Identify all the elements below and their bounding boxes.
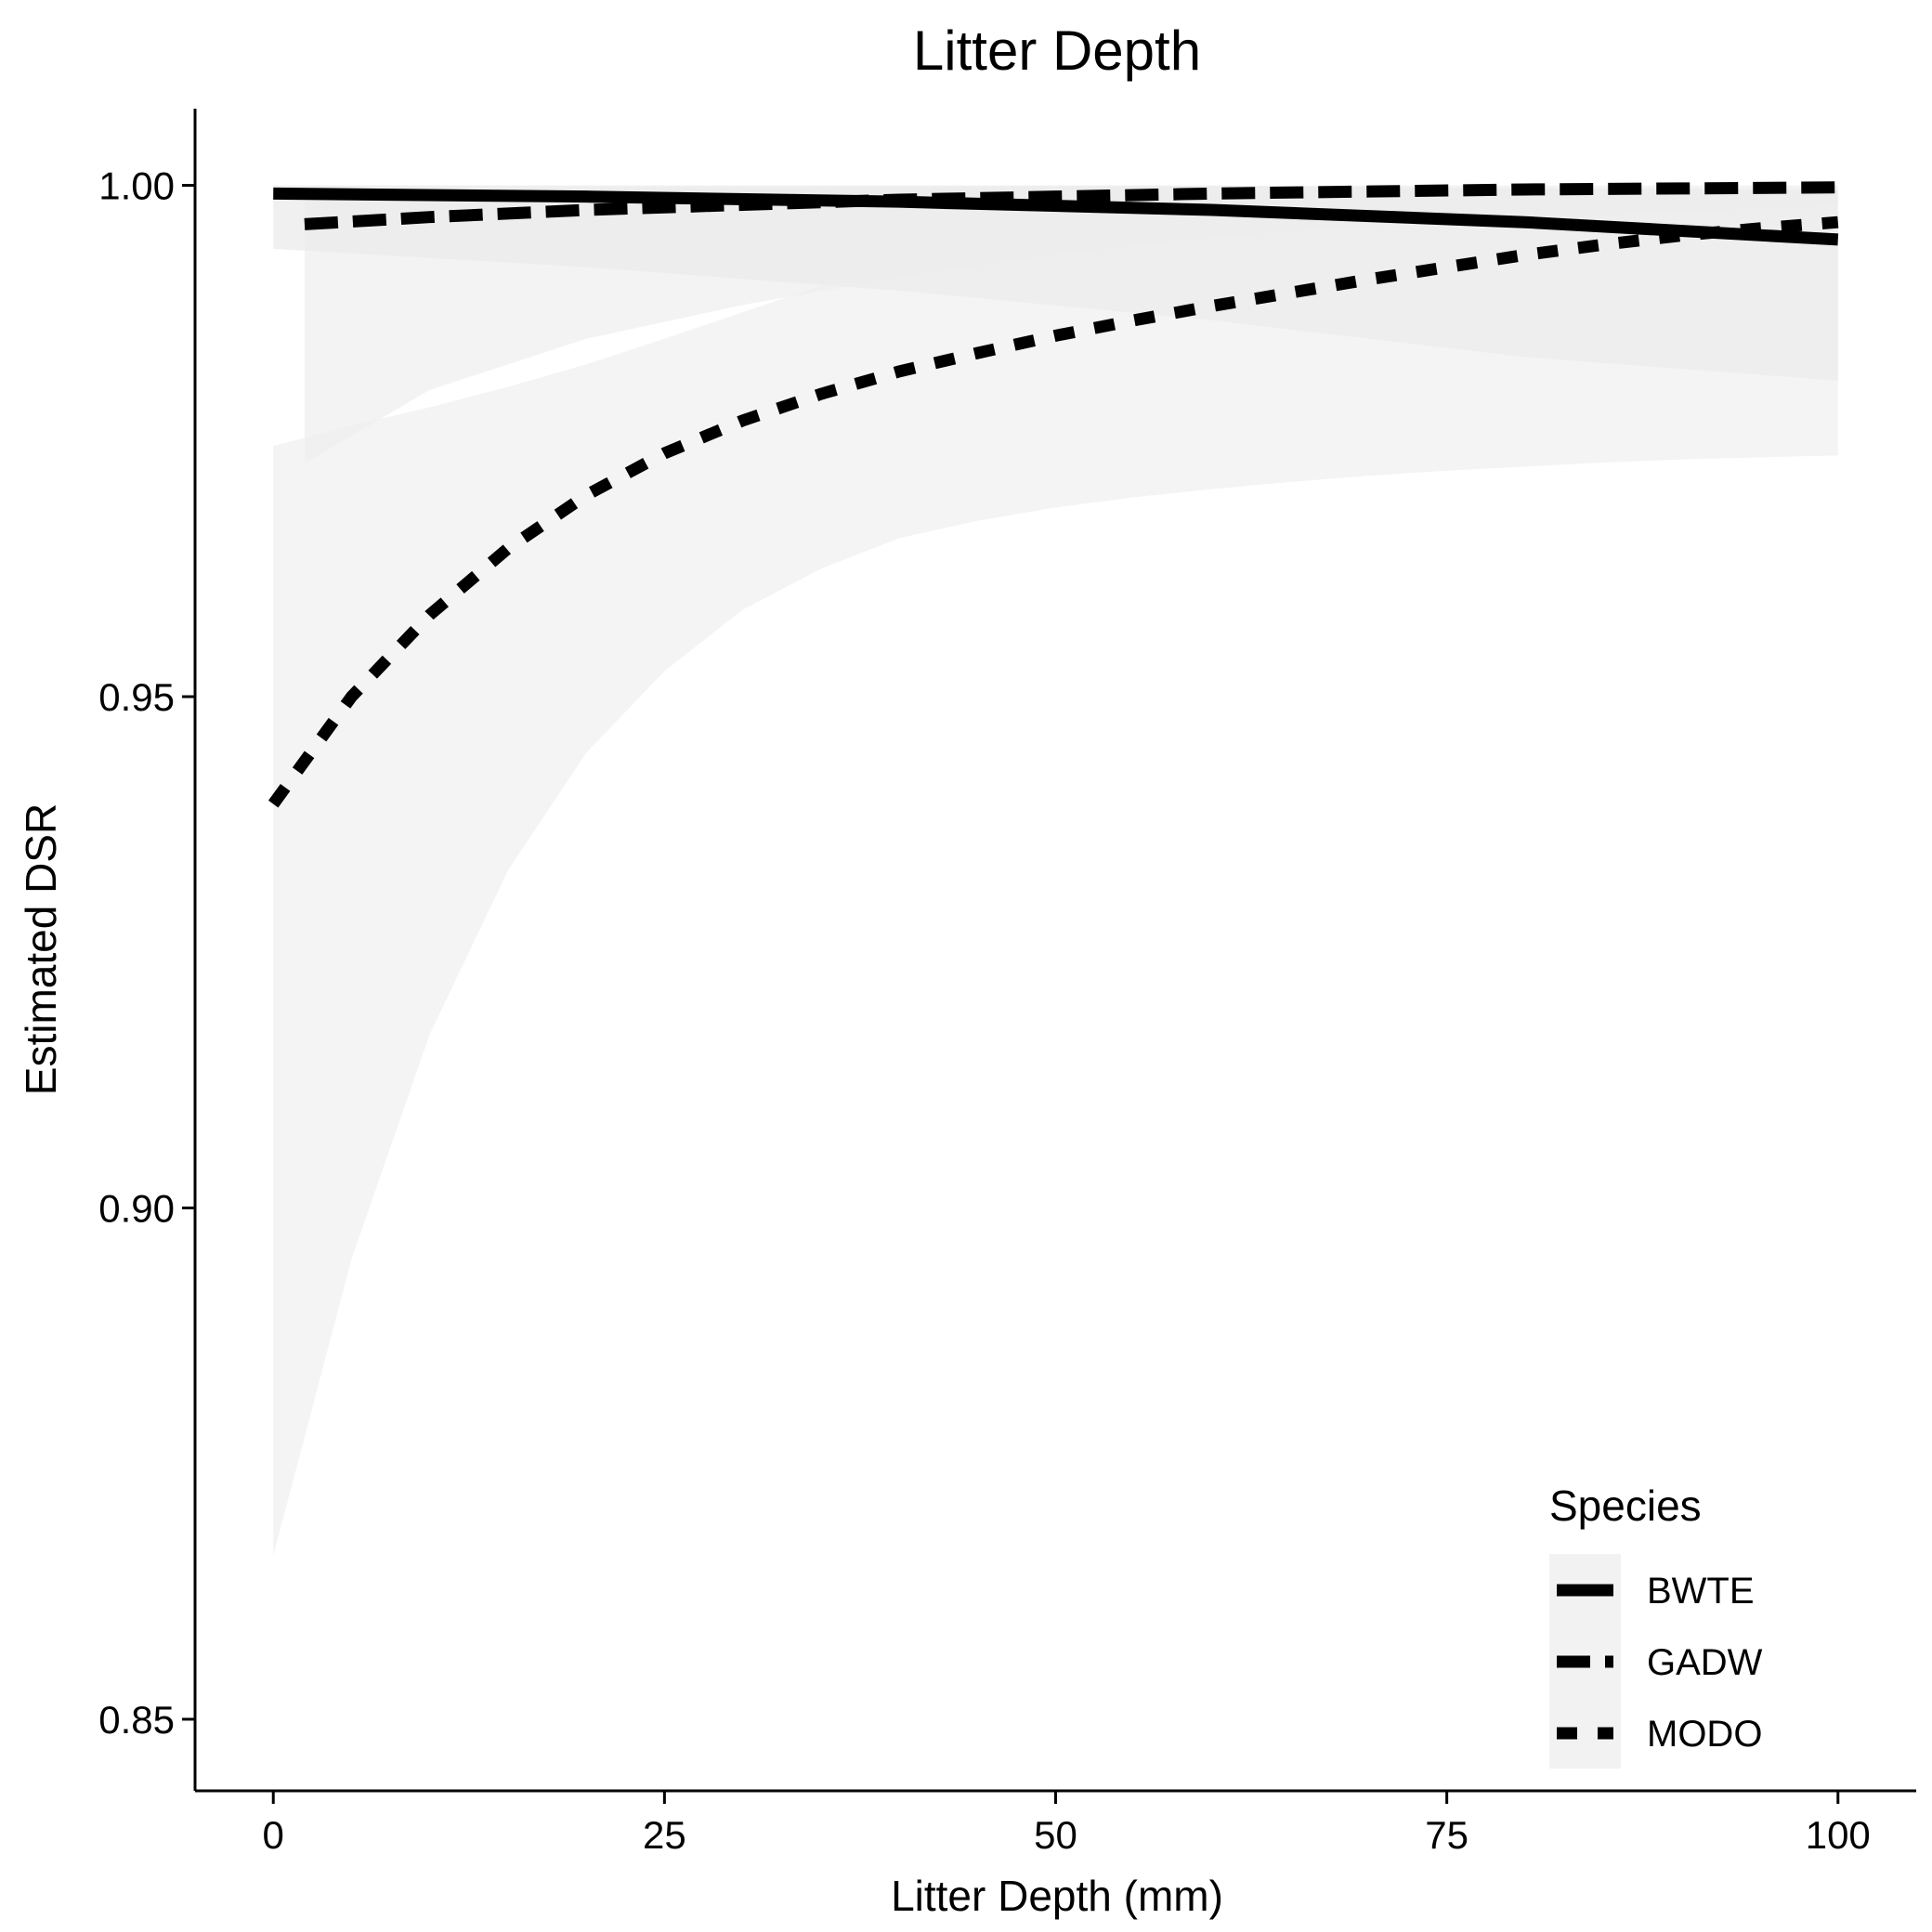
y-ticks: 0.85 0.90 0.95 1.00 bbox=[98, 164, 195, 1742]
y-tick-label: 1.00 bbox=[98, 164, 175, 208]
y-tick-label: 0.95 bbox=[98, 675, 175, 719]
x-tick-label: 75 bbox=[1425, 1813, 1469, 1857]
y-tick-label: 0.85 bbox=[98, 1698, 175, 1742]
confidence-bands bbox=[273, 185, 1838, 1556]
x-tick-label: 50 bbox=[1034, 1813, 1077, 1857]
series-line-gadw bbox=[304, 181, 1838, 230]
legend-label-gadw: GADW bbox=[1647, 1642, 1763, 1683]
series-line-modo bbox=[268, 215, 1839, 808]
legend-label-bwte: BWTE bbox=[1647, 1571, 1755, 1612]
x-axis-title: Litter Depth (mm) bbox=[891, 1872, 1223, 1920]
confidence-band-gadw bbox=[304, 185, 1838, 464]
y-tick-label: 0.90 bbox=[98, 1186, 175, 1230]
series-line-bwte bbox=[273, 187, 1839, 246]
y-axis-title: Estimated DSR bbox=[17, 803, 65, 1095]
series-lines bbox=[268, 181, 1839, 808]
x-tick-label: 0 bbox=[263, 1813, 284, 1857]
chart-title: Litter Depth bbox=[913, 20, 1201, 82]
legend: Species BWTE GADW MODO bbox=[1549, 1482, 1763, 1769]
x-ticks: 0 25 50 75 100 bbox=[263, 1791, 1871, 1857]
x-tick-label: 100 bbox=[1806, 1813, 1871, 1857]
x-tick-label: 25 bbox=[643, 1813, 686, 1857]
legend-label-modo: MODO bbox=[1647, 1714, 1762, 1755]
confidence-band-modo bbox=[273, 202, 1838, 1556]
legend-title: Species bbox=[1549, 1482, 1702, 1530]
